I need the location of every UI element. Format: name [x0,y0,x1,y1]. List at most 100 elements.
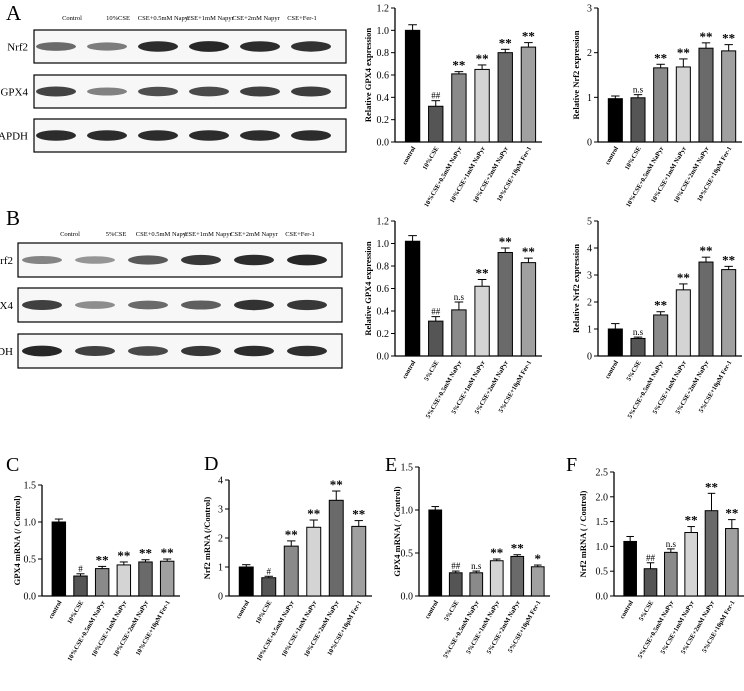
y-tick-label: 0.2 [377,115,390,126]
bar-5-cse-0-5mm-napyr [664,551,678,597]
y-tick-label: 0 [587,138,592,149]
blot-band [181,300,221,310]
bar-10-cse-10-m-fer-1 [520,46,537,143]
blot-band [240,130,280,141]
x-tick-label: control [401,145,417,166]
y-tick-label: 2 [587,298,592,309]
bar-10-cse [630,97,646,143]
y-tick-label: 0.0 [24,592,37,603]
blot-band [36,42,76,51]
bar-5-cse-10-m-fer-1 [721,269,737,357]
bar-5-cse-10-m-fer-1 [520,262,537,357]
bar-5-cse-0-5mm-napyr [653,314,669,357]
blot-column-label: CSE+2mM Napyr [230,231,278,238]
blot-band [234,345,274,357]
blot-band [75,256,115,264]
y-tick-label: 0.4 [377,307,390,318]
significance-label: n.s [471,561,482,571]
y-tick-label: 0.6 [377,284,390,295]
significance-label: ** [161,545,174,560]
y-tick-label: 0.5 [24,555,37,566]
significance-label: ** [452,58,465,73]
y-tick-label: 2 [218,534,223,545]
significance-label: ** [330,477,343,492]
x-tick-label: control [619,599,635,620]
significance-label: n.s [633,327,644,337]
significance-label: ** [725,506,738,521]
significance-label: ** [96,552,109,567]
y-tick-label: 1 [218,563,223,574]
blot-column-label: 10%CSE [106,15,130,22]
y-tick-label: 1.0 [24,518,37,529]
bar-chart-f: F 0.0 0.5 1.0 1.5 2.0 2.5 Nrf2 mRNA ( / Control… [566,454,744,660]
x-tick-label: 5%CSE [625,360,642,383]
x-tick-label: 10%CSE [422,146,441,172]
bar-control [404,29,421,143]
significance-label: ** [307,506,320,521]
blot-column-label: CSE+0.5mM Napyr [138,15,191,22]
panel-letter: D [204,453,218,475]
bar-5-cse [448,572,463,597]
significance-label: ** [490,545,503,560]
bar-10-cse-2mm-napyr [138,561,153,597]
blot-band [234,254,274,266]
significance-label: ## [431,307,441,317]
bar-10-cse-1mm-napyr [306,526,322,597]
y-axis-label: Nrf2 mRNA ( / Control) [578,490,588,577]
significance-label: ## [431,91,441,101]
blot-band [181,345,221,357]
blot-row-label: GPX4 [0,300,13,312]
y-tick-label: 1 [587,93,592,104]
bar-5-cse-2mm-napyr [704,510,719,597]
bar-10-cse-2mm-napyr [497,52,513,143]
significance-label: ** [654,50,667,65]
blot-band [138,41,178,52]
bar-control [607,98,623,143]
significance-label: ** [700,243,713,258]
y-tick-label: 0.0 [377,352,390,363]
bar-5-cse [630,337,646,357]
blot-column-label: CSE+0.5mM Napyr [136,231,189,238]
blot-band [189,130,229,141]
significance-label: ** [677,270,690,285]
blot-band [291,86,331,97]
x-tick-label: control [604,359,620,380]
y-tick-label: 1.5 [24,481,37,492]
blot-column-label: CSE+1mM Napyr [186,15,234,22]
bar-10-cse-1mm-napyr [474,68,490,143]
x-tick-label: 5%CSE [423,360,440,383]
y-axis-label: Relative Nrf2 expression [571,30,581,119]
blot-band [128,255,168,265]
y-axis-label: Relative Nrf2 expression [571,244,581,333]
bar-5-cse-2mm-napyr [497,252,513,357]
bar-control [51,521,67,597]
y-tick-label: 0.0 [596,592,609,603]
significance-label: n.s [454,292,465,302]
significance-label: ** [476,266,489,281]
bar-10-cse-10-m-fer-1 [351,525,367,597]
blot-band [138,86,178,97]
bar-5-cse-10-m-fer-1 [725,528,739,597]
blot-band [22,300,62,310]
blot-row-label: Nrf2 [0,255,13,267]
y-tick-label: 0.0 [401,592,414,603]
bar-5-cse-2mm-napyr [510,555,525,597]
blot-band [87,42,127,51]
y-tick-label: 3 [587,271,592,282]
blot-band [36,130,76,141]
significance-label: ## [451,561,461,571]
bar-10-cse [261,577,277,597]
bar-10-cse-10-m-fer-1 [159,560,175,597]
bar-5-cse-10-m-fer-1 [530,566,545,597]
x-tick-label: 10%CSE [255,600,274,626]
significance-label: ** [511,541,524,556]
bar-10-cse-2mm-napyr [328,499,344,597]
y-axis-label: GPX4 mRNA( / Control) [392,486,402,576]
y-tick-label: 5 [587,217,592,228]
panel-letter: B [6,206,20,230]
significance-label: n.s [666,539,677,549]
blot-row-label: GPX4 [0,87,28,99]
